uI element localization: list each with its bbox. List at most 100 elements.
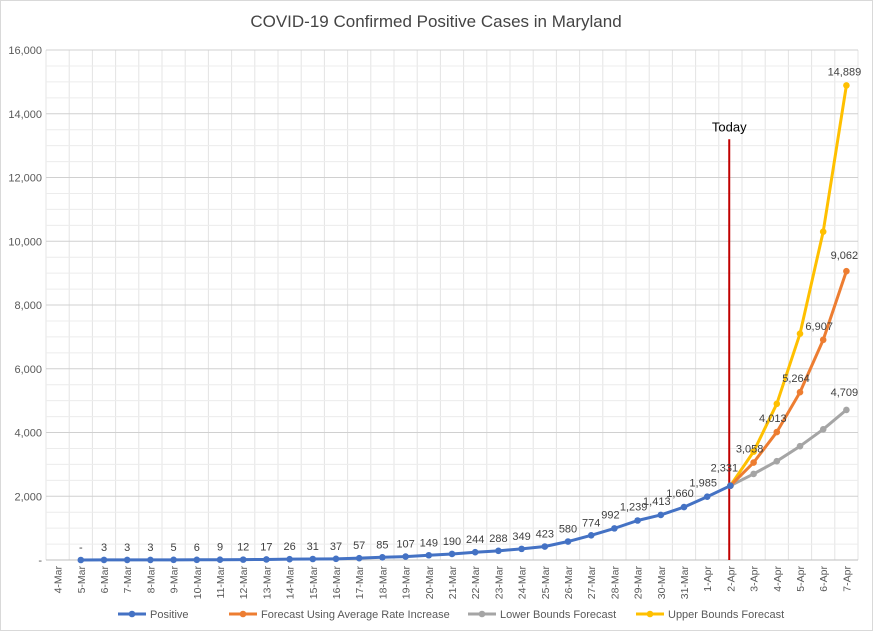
data-point [471,548,479,556]
x-tick-label: 6-Mar [99,565,111,593]
data-point [843,406,850,414]
legend-marker [128,610,136,618]
data-label: 244 [466,534,484,546]
x-tick-label: 4-Mar [53,565,65,593]
data-label: 1,660 [666,488,694,500]
x-tick-label: 18-Mar [377,566,389,600]
data-point [495,547,502,555]
x-tick-label: 12-Mar [238,566,250,600]
data-label: 774 [582,517,600,529]
data-label: 3,058 [736,444,764,456]
data-point [657,511,665,519]
data-label: 4,709 [831,387,859,399]
data-label: 5,264 [782,373,810,385]
x-tick-label: 6-Apr [818,566,830,592]
x-tick-label: 2-Apr [725,566,737,592]
legend-marker [478,610,486,618]
data-label: 4,013 [759,413,787,425]
y-tick-label: 16,000 [8,45,42,57]
legend-marker [646,610,654,618]
x-tick-label: 25-Mar [540,566,552,600]
data-point [541,543,549,550]
x-tick-label: 17-Mar [354,566,366,600]
data-point [216,556,224,564]
data-point [843,267,850,275]
x-tick-label: 28-Mar [609,566,621,600]
data-point [634,517,641,524]
x-tick-label: 29-Mar [633,566,645,600]
data-point [750,470,757,478]
legend-label: Lower Bounds Forecast [500,609,616,621]
data-label: 9,062 [831,250,859,262]
data-point [239,556,247,563]
legend-marker [239,610,247,618]
data-label: 26 [283,541,295,553]
data-label: 57 [353,540,365,552]
data-point [147,556,154,564]
data-point [100,556,108,564]
x-tick-label: 26-Mar [563,566,575,600]
y-tick-label: 6,000 [14,364,42,376]
data-label: 85 [376,539,388,551]
data-point [727,482,734,489]
x-tick-label: 15-Mar [308,566,320,600]
series-line [729,408,848,488]
x-tick-label: 5-Mar [76,565,88,593]
x-tick-label: 19-Mar [401,566,413,600]
chart-title: COVID-19 Confirmed Positive Cases in Mar… [250,12,621,31]
data-label: 31 [307,541,319,553]
annotations: Today [712,119,747,560]
data-point [263,556,270,563]
data-point [611,525,618,532]
data-point [309,555,317,563]
x-tick-label: 13-Mar [261,566,273,600]
data-point [564,538,572,545]
data-label: 14,889 [828,66,862,78]
data-label: 12 [237,542,249,554]
data-point [819,336,827,344]
data-label: 3 [101,542,107,554]
x-tick-label: 30-Mar [656,566,668,600]
data-label: 3 [124,542,130,554]
y-tick-label: 8,000 [14,300,42,312]
data-point [796,330,804,337]
data-label: 3 [147,542,153,554]
data-point [773,428,781,436]
series-positive [77,482,734,564]
x-tick-label: 3-Apr [749,566,761,592]
series-lines [77,82,850,564]
legend-label: Positive [150,609,189,621]
data-label: 9 [217,542,223,554]
data-point [843,82,850,89]
data-point [819,426,827,433]
x-tick-label: 20-Mar [424,566,436,600]
data-label: 2,331 [711,463,739,475]
x-tick-label: 21-Mar [447,566,459,600]
data-label: 107 [396,539,414,551]
legend-entry-positive: Positive [118,609,189,621]
x-tick-label: 31-Mar [679,566,691,600]
data-label: 349 [512,531,530,543]
data-point [703,493,711,501]
data-label: 992 [601,509,619,521]
data-point [77,556,85,564]
x-tick-label: 27-Mar [586,566,598,600]
x-tick-label: 8-Mar [145,565,157,593]
data-point [448,550,456,558]
data-point [170,556,177,564]
data-point [518,545,525,553]
x-tick-label: 1-Apr [702,566,714,592]
y-tick-label: 12,000 [8,173,42,185]
data-label: 37 [330,541,342,553]
x-tick-label: 16-Mar [331,566,343,600]
data-point [773,400,781,408]
data-point [286,555,293,563]
legend-entry-lower-bounds-forecast: Lower Bounds Forecast [468,609,616,621]
data-point [355,554,363,562]
y-tick-label: 2,000 [14,491,42,503]
data-label: 17 [260,541,272,553]
y-tick-label: 4,000 [14,428,42,440]
